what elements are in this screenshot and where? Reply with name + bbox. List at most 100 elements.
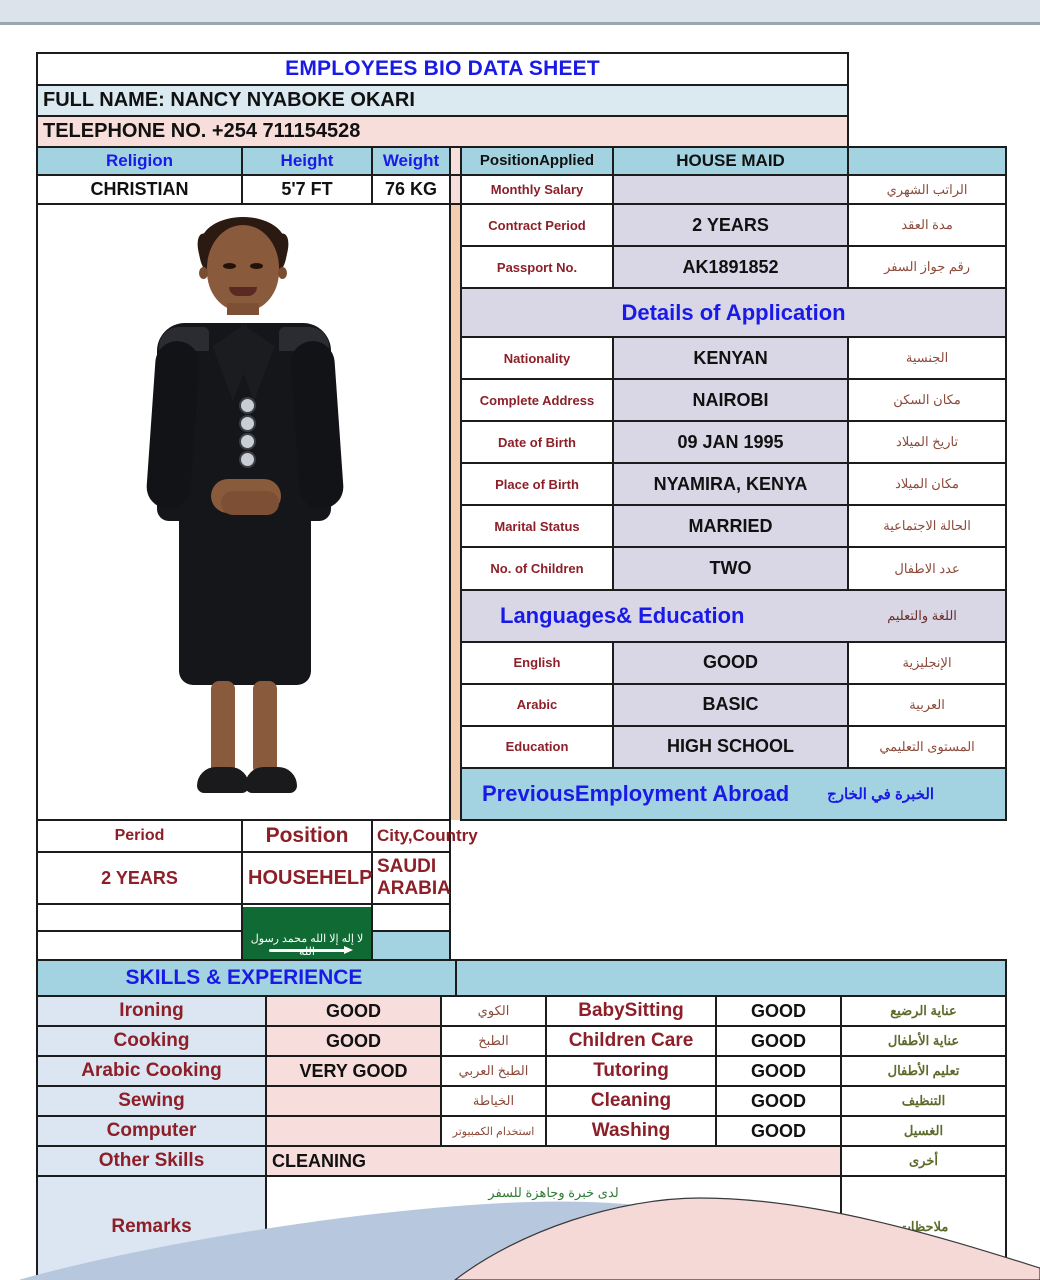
skills-section-header-row: SKILLS & EXPERIENCE xyxy=(36,959,1008,997)
skill-label-washing: Washing xyxy=(591,1120,671,1141)
city-country-header: City,Country xyxy=(377,826,478,845)
browser-top-bar xyxy=(0,0,1040,22)
skill-arabic-sewing: الخياطة xyxy=(472,1093,515,1108)
pob-arabic: مكان الميلاد xyxy=(895,476,959,492)
details-section-title: Details of Application xyxy=(621,299,846,325)
pob-label: Place of Birth xyxy=(495,476,579,492)
detail-row: Nationality KENYAN الجنسية xyxy=(37,336,1008,381)
english-value: GOOD xyxy=(703,652,759,673)
decorative-curve-pink xyxy=(454,1197,1040,1280)
employment-flag-row: لا إله إلا الله محمد رسول الله xyxy=(36,930,1006,961)
flag-shahada-text: لا إله إلا الله محمد رسول الله xyxy=(250,933,364,958)
languages-section-header-row: Languages& Education اللغة والتعليم xyxy=(37,588,1008,643)
peach-divider xyxy=(449,204,462,820)
skill-label-children-care: Children Care xyxy=(568,1030,694,1051)
skill-value-cleaning: GOOD xyxy=(750,1090,806,1111)
pob-value: NYAMIRA, KENYA xyxy=(653,473,808,494)
skill-value-ironing: GOOD xyxy=(325,1000,381,1021)
skills-section-title: SKILLS & EXPERIENCE xyxy=(125,966,363,989)
saudi-arabia-flag: لا إله إلا الله محمد رسول الله xyxy=(243,931,371,959)
education-label: Education xyxy=(505,739,569,755)
monthly-salary-label: Monthly Salary xyxy=(490,182,584,197)
monthly-salary-arabic: الراتب الشهري xyxy=(886,181,968,197)
applicant-photo xyxy=(38,205,449,819)
skill-label-babysitting: BabySitting xyxy=(578,1000,684,1021)
skill-value-tutoring: GOOD xyxy=(750,1060,806,1081)
other-skills-row: Other Skills CLEANING أخرى xyxy=(36,1145,1007,1177)
employment-city-country: SAUDI ARABIA xyxy=(377,856,451,899)
applicant-figure xyxy=(119,211,369,811)
remarks-arabic: لدى خبرة وجاهزة للسفر xyxy=(488,1185,619,1200)
skill-row: Sewing الخياطة Cleaning GOOD التنظيف xyxy=(36,1085,1007,1117)
skill-label-tutoring: Tutoring xyxy=(593,1060,669,1081)
detail-row: Complete Address NAIROBI مكان السكن xyxy=(37,378,1008,423)
language-row: Education HIGH SCHOOL المستوى التعليمي xyxy=(37,724,1008,769)
languages-section-title-arabic: اللغة والتعليم xyxy=(887,607,957,623)
contract-period-value: 2 YEARS xyxy=(692,214,769,235)
employment-row: 2 YEARS HOUSEHELP SAUDI ARABIA xyxy=(36,851,1006,905)
language-row: English GOOD الإنجليزية xyxy=(37,640,1008,685)
other-skills-arabic: أخرى xyxy=(909,1153,938,1168)
religion-value: CHRISTIAN xyxy=(90,179,189,199)
skill-value-cooking: GOOD xyxy=(325,1030,381,1051)
skill-arabic-computer: استخدام الكمبيوتر xyxy=(452,1125,535,1138)
passport-row: Passport No. AK1891852 رقم جواز السفر xyxy=(37,245,1008,290)
dob-label: Date of Birth xyxy=(498,434,576,450)
telephone-row: TELEPHONE NO. +254 711154528 xyxy=(35,115,1007,148)
bio-header-row: Religion Height Weight PositionApplied H… xyxy=(36,146,1008,176)
arabic-value: BASIC xyxy=(702,694,759,715)
skill-arabic-tutoring: تعليم الأطفال xyxy=(887,1063,960,1078)
detail-row: Marital Status MARRIED الحالة الاجتماعية xyxy=(37,504,1008,549)
title-row: EMPLOYEES BIO DATA SHEET xyxy=(35,52,1007,86)
height-value: 5'7 FT xyxy=(281,179,333,199)
full-name-row: FULL NAME: NANCY NYABOKE OKARI xyxy=(35,84,1007,117)
employment-section-header-row: PreviousEmployment Abroad الخبرة في الخا… xyxy=(37,766,1008,822)
contract-period-label: Contract Period xyxy=(488,217,586,233)
position-applied-label: PositionApplied xyxy=(479,152,595,170)
skill-label-sewing: Sewing xyxy=(118,1090,185,1111)
children-value: TWO xyxy=(709,558,752,578)
skill-value-arabic-cooking: VERY GOOD xyxy=(299,1060,408,1081)
full-name: FULL NAME: NANCY NYABOKE OKARI xyxy=(43,89,415,111)
position-applied-arabic-cell xyxy=(847,146,1008,176)
skill-arabic-babysitting: عناية الرضيع xyxy=(890,1003,957,1018)
bio-data-sheet: EMPLOYEES BIO DATA SHEET FULL NAME: NANC… xyxy=(35,52,1008,1279)
dob-value: 09 JAN 1995 xyxy=(677,431,784,452)
flag-sword-icon xyxy=(268,946,354,954)
employment-period: 2 YEARS xyxy=(101,867,178,888)
skill-value-children-care: GOOD xyxy=(750,1030,806,1051)
page-title: EMPLOYEES BIO DATA SHEET xyxy=(285,57,600,80)
skill-arabic-ironing: الكوي xyxy=(477,1003,510,1018)
skill-row: Cooking GOOD الطبخ Children Care GOOD عن… xyxy=(36,1025,1007,1057)
children-arabic: عدد الاطفال xyxy=(894,560,960,576)
marital-label: Marital Status xyxy=(494,518,580,534)
employment-header-row: Period Position City,Country xyxy=(36,819,1006,853)
other-skills-value: CLEANING xyxy=(272,1150,366,1171)
address-value: NAIROBI xyxy=(692,389,769,410)
marital-arabic: الحالة الاجتماعية xyxy=(883,518,971,534)
skill-row: Computer استخدام الكمبيوتر Washing GOOD … xyxy=(36,1115,1007,1147)
nationality-arabic: الجنسية xyxy=(905,350,949,366)
skill-arabic-washing: الغسيل xyxy=(903,1123,944,1138)
marital-value: MARRIED xyxy=(688,515,773,536)
arabic-arabic: العربية xyxy=(909,696,945,712)
contract-period-arabic: مدة العقد xyxy=(901,217,953,233)
browser-top-bar-edge xyxy=(0,22,1040,25)
skill-label-cooking: Cooking xyxy=(113,1030,190,1051)
weight-value: 76 KG xyxy=(384,179,438,199)
nationality-label: Nationality xyxy=(503,350,571,366)
skill-value-babysitting: GOOD xyxy=(750,1000,806,1021)
monthly-salary-value xyxy=(614,187,847,193)
skill-value-washing: GOOD xyxy=(750,1120,806,1141)
employment-section-title: PreviousEmployment Abroad xyxy=(482,780,790,806)
address-arabic: مكان السكن xyxy=(893,392,961,408)
telephone: TELEPHONE NO. +254 711154528 xyxy=(43,120,361,142)
skill-row: Ironing GOOD الكوي BabySitting GOOD عناي… xyxy=(36,995,1007,1027)
languages-section-title: Languages& Education xyxy=(500,602,745,628)
dob-arabic: تاريخ الميلاد xyxy=(896,434,959,450)
passport-arabic: رقم جواز السفر xyxy=(884,259,971,275)
period-header: Period xyxy=(114,827,165,844)
religion-header: Religion xyxy=(105,151,174,170)
skill-arabic-cleaning: التنظيف xyxy=(901,1093,946,1108)
education-arabic: المستوى التعليمي xyxy=(879,738,975,754)
